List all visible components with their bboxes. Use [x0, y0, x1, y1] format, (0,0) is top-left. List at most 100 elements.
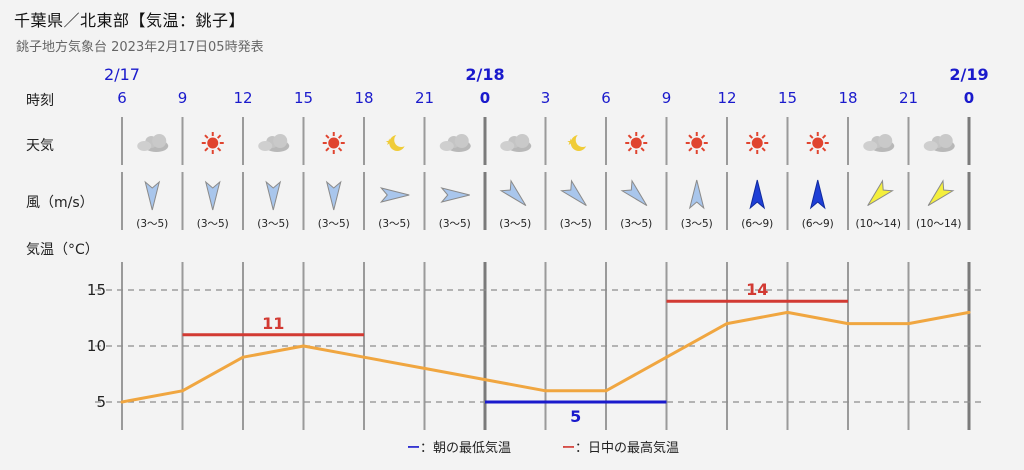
wind-arrow-shape: [867, 179, 894, 207]
temperature-point: [483, 378, 487, 382]
wind-arrow-icon: [749, 179, 766, 210]
sun-disc: [812, 137, 824, 149]
y-tick-label: 5: [96, 393, 106, 411]
wind-arrow-icon: [867, 179, 894, 207]
wind-arrow-shape: [620, 179, 648, 207]
page-subtitle: 銚子地方気象台 2023年2月17日05時発表: [16, 40, 264, 55]
sun-ray: [337, 134, 343, 139]
sun-ray: [688, 134, 693, 139]
star-icon: ★: [385, 138, 393, 148]
sun-ray: [748, 147, 754, 152]
sun-ray: [761, 134, 766, 139]
wind-speed-label: (3〜5): [378, 218, 410, 230]
sun-disc: [691, 137, 703, 149]
wind-arrow-shape: [688, 179, 705, 210]
cloud-icon: [500, 134, 532, 152]
sun-icon: [746, 132, 769, 154]
time-label: 15: [294, 89, 313, 107]
legend-swatch: ー: [562, 441, 576, 456]
sun-disc: [751, 137, 763, 149]
cloud-shape: [152, 134, 167, 148]
time-label: 0: [480, 89, 490, 107]
sun-ray: [761, 147, 766, 152]
wind-speed-label: (3〜5): [499, 218, 531, 230]
time-label: 9: [662, 89, 672, 107]
wind-arrow-shape: [379, 187, 410, 203]
moon-icon: ★: [385, 133, 409, 151]
star-icon: ★: [567, 138, 575, 148]
min-temp-label: 5: [570, 407, 581, 426]
time-label: 6: [601, 89, 611, 107]
wind-arrow-icon: [204, 180, 221, 211]
y-tick-label: 10: [87, 337, 106, 355]
cloud-icon: [439, 134, 471, 152]
date-label: 2/18: [465, 65, 504, 84]
cloud-shape: [454, 134, 469, 148]
wind-speed-label: (6〜9): [741, 218, 773, 230]
temperature-point: [302, 344, 305, 348]
cloud-shape: [938, 134, 953, 148]
wind-arrow-icon: [560, 179, 587, 207]
wind-arrow-icon: [379, 187, 410, 203]
wind-arrow-shape: [204, 180, 221, 211]
wind-speed-label: (10〜14): [916, 218, 961, 230]
time-label: 12: [717, 89, 736, 107]
time-label: 18: [354, 89, 373, 107]
sun-ray: [821, 134, 827, 139]
wind-arrow-icon: [620, 179, 648, 207]
wind-arrow-shape: [144, 180, 161, 211]
time-label: 21: [415, 89, 434, 107]
y-tick-label: 15: [87, 281, 106, 299]
moon-cut: [575, 133, 590, 147]
time-label: 3: [541, 89, 551, 107]
row-label-wind: 風（m/s）: [26, 195, 94, 211]
sun-ray: [809, 147, 814, 152]
sun-ray: [216, 134, 222, 139]
wind-speed-label: (10〜14): [856, 218, 901, 230]
sun-ray: [204, 134, 209, 139]
legend-max: ー：日中の最高気温: [562, 437, 679, 456]
max-temp-label: 11: [262, 314, 284, 333]
row-label-temperature: 気温（°C）: [26, 242, 99, 258]
sun-ray: [700, 134, 706, 139]
sun-ray: [809, 134, 814, 139]
temperature-point: [241, 355, 245, 359]
sun-icon: [322, 132, 345, 154]
row-label-time: 時刻: [26, 93, 54, 109]
time-label: 18: [838, 89, 857, 107]
wind-speed-label: (3〜5): [439, 218, 471, 230]
wind-arrow-icon: [499, 179, 527, 207]
wind-arrow-shape: [809, 179, 826, 210]
sun-ray: [325, 147, 330, 152]
wind-arrow-icon: [440, 187, 470, 203]
row-label-weather: 天気: [26, 138, 54, 154]
cloud-shape: [273, 134, 288, 148]
wind-speed-label: (3〜5): [197, 218, 229, 230]
wind-arrow-shape: [749, 179, 766, 210]
sun-ray: [337, 147, 343, 152]
moon-icon: ★: [567, 133, 590, 151]
time-label: 12: [233, 89, 252, 107]
cloud-icon: [863, 134, 895, 152]
wind-arrow-icon: [325, 180, 342, 211]
moon-cut: [394, 133, 409, 147]
temperature-point: [907, 322, 910, 326]
cloud-shape: [515, 134, 530, 148]
temperature-point: [423, 366, 426, 370]
sun-ray: [204, 147, 209, 152]
max-temp-label: 14: [746, 280, 768, 299]
sun-ray: [325, 134, 330, 139]
legend-swatch: ー: [407, 441, 421, 456]
cloud-shape: [863, 141, 878, 151]
page-title: 千葉県／北東部【気温：銚子】: [14, 11, 246, 30]
wind-arrow-icon: [144, 180, 161, 211]
wind-arrow-shape: [265, 180, 282, 211]
wind-speed-label: (3〜5): [560, 218, 592, 230]
sun-disc: [328, 137, 340, 149]
cloud-shape: [878, 134, 893, 148]
sun-ray: [627, 147, 633, 152]
cloud-shape: [923, 141, 938, 151]
wind-arrow-shape: [927, 179, 955, 207]
